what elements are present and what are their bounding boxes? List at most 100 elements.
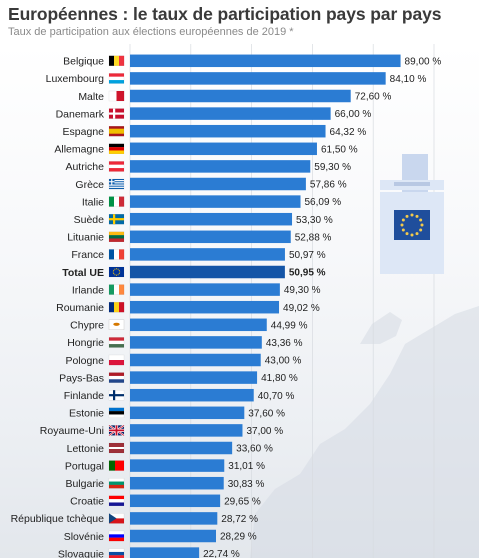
chart-title: Européennes : le taux de participation p… bbox=[8, 4, 442, 24]
value-label: 66,00 % bbox=[335, 109, 372, 120]
map-landmass bbox=[360, 312, 402, 344]
star-icon bbox=[410, 233, 414, 237]
bar-row: Lituanie 52,88 % bbox=[67, 230, 332, 244]
value-label: 44,99 % bbox=[271, 320, 308, 331]
category-label: Bulgarie bbox=[65, 478, 104, 490]
value-label: 33,60 % bbox=[236, 444, 273, 455]
bar-row: Autriche 59,30 % bbox=[65, 160, 351, 173]
country-flag-icon bbox=[108, 442, 125, 454]
country-flag-icon bbox=[108, 73, 125, 84]
bar-row: France 50,97 % bbox=[71, 248, 326, 261]
category-label: Lituanie bbox=[67, 232, 104, 244]
value-label: 37,00 % bbox=[246, 426, 283, 437]
value-label: 37,60 % bbox=[248, 408, 285, 419]
category-label: Pays-Bas bbox=[59, 372, 104, 384]
country-flag-icon bbox=[108, 196, 125, 207]
country-flag-icon bbox=[108, 213, 125, 225]
bar-marks: Belgique 89,00 % Luxembourg 84,10 % Malte 72,… bbox=[11, 54, 442, 558]
category-label: Royaume-Uni bbox=[40, 425, 104, 437]
category-label: Luxembourg bbox=[46, 73, 105, 85]
value-label: 84,10 % bbox=[390, 74, 427, 85]
category-label: Allemagne bbox=[54, 144, 104, 156]
bar-row: Malte 72,60 % bbox=[78, 89, 392, 103]
country-flag-icon bbox=[108, 513, 125, 524]
value-label: 89,00 % bbox=[405, 56, 442, 67]
country-flag-icon bbox=[108, 108, 125, 119]
bar bbox=[130, 441, 233, 455]
europe-map-background bbox=[250, 306, 479, 558]
country-flag-icon bbox=[108, 319, 125, 330]
category-label: Lettonie bbox=[67, 443, 105, 455]
chart-subtitle: Taux de participation aux élections euro… bbox=[8, 26, 294, 38]
bar bbox=[130, 494, 221, 508]
category-label: Belgique bbox=[63, 56, 104, 68]
bar bbox=[130, 248, 285, 261]
star-icon bbox=[419, 228, 423, 232]
country-flag-icon bbox=[108, 143, 125, 155]
value-label: 30,83 % bbox=[228, 479, 265, 490]
map-landmass bbox=[250, 306, 479, 558]
country-flag-icon bbox=[108, 125, 125, 137]
category-label: Total UE bbox=[62, 267, 104, 279]
value-label: 56,09 % bbox=[305, 197, 342, 208]
value-label: 31,01 % bbox=[228, 461, 265, 472]
bar-row: Grèce 57,86 % bbox=[75, 177, 347, 191]
country-flag-icon bbox=[108, 354, 125, 366]
bar-row: Luxembourg 84,10 % bbox=[46, 72, 427, 85]
bar-row: Portugal 31,01 % bbox=[65, 459, 265, 472]
ballot-box-slot bbox=[394, 182, 430, 186]
country-flag-icon bbox=[108, 407, 125, 418]
bar bbox=[130, 230, 291, 244]
star-icon bbox=[401, 228, 405, 232]
star-icon bbox=[419, 218, 423, 222]
star-icon bbox=[401, 218, 405, 222]
bar bbox=[130, 300, 280, 314]
value-label: 53,30 % bbox=[296, 215, 333, 226]
value-label: 43,00 % bbox=[265, 356, 302, 367]
value-label: 50,95 % bbox=[289, 268, 326, 279]
bar-row: Slovaquie 22,74 % bbox=[58, 547, 240, 558]
bar-chart: Belgique 89,00 % Luxembourg 84,10 % Malte 72,… bbox=[11, 44, 479, 558]
value-label: 40,70 % bbox=[258, 391, 295, 402]
category-label: Italie bbox=[82, 196, 104, 208]
bar-row: Allemagne 61,50 % bbox=[54, 142, 358, 156]
bar-row: Croatie 29,65 % bbox=[70, 494, 261, 508]
bar bbox=[130, 406, 245, 420]
country-flag-icon bbox=[108, 55, 125, 67]
value-label: 61,50 % bbox=[321, 144, 358, 155]
country-flag-icon bbox=[108, 478, 125, 489]
bar bbox=[130, 547, 200, 558]
bar-row: Roumanie 49,02 % bbox=[56, 300, 320, 314]
country-flag-icon bbox=[108, 390, 125, 401]
category-label: Roumanie bbox=[56, 302, 104, 314]
bar-row: Irlande 49,30 % bbox=[72, 283, 321, 296]
bar bbox=[130, 459, 225, 472]
bar bbox=[130, 371, 258, 384]
category-label: Suède bbox=[74, 214, 105, 226]
star-icon bbox=[415, 214, 419, 218]
star-icon bbox=[400, 223, 404, 227]
country-flag-icon bbox=[108, 495, 125, 506]
bar-row: Bulgarie 30,83 % bbox=[65, 476, 265, 490]
country-flag-icon bbox=[108, 424, 125, 437]
category-label: Autriche bbox=[65, 161, 104, 173]
category-label: Pologne bbox=[65, 355, 104, 367]
bar-row: Finlande 40,70 % bbox=[64, 388, 295, 402]
bar bbox=[130, 124, 326, 138]
country-flag-icon bbox=[108, 231, 125, 243]
star-icon bbox=[405, 214, 409, 218]
country-flag-icon bbox=[108, 530, 125, 542]
category-label: Finlande bbox=[64, 390, 104, 402]
bar-row: Hongrie 43,36 % bbox=[67, 336, 303, 349]
bar bbox=[130, 142, 317, 156]
bar bbox=[130, 318, 267, 332]
country-flag-icon bbox=[108, 249, 125, 260]
bar-row: Pologne 43,00 % bbox=[65, 353, 302, 367]
country-flag-icon bbox=[108, 548, 125, 558]
category-label: Croatie bbox=[70, 496, 104, 508]
plot-area: Belgique 89,00 % Luxembourg 84,10 % Malte 72,… bbox=[0, 44, 479, 558]
country-flag-icon bbox=[108, 337, 125, 348]
country-flag-icon bbox=[108, 178, 125, 190]
bar bbox=[130, 476, 224, 490]
star-icon bbox=[410, 213, 414, 217]
